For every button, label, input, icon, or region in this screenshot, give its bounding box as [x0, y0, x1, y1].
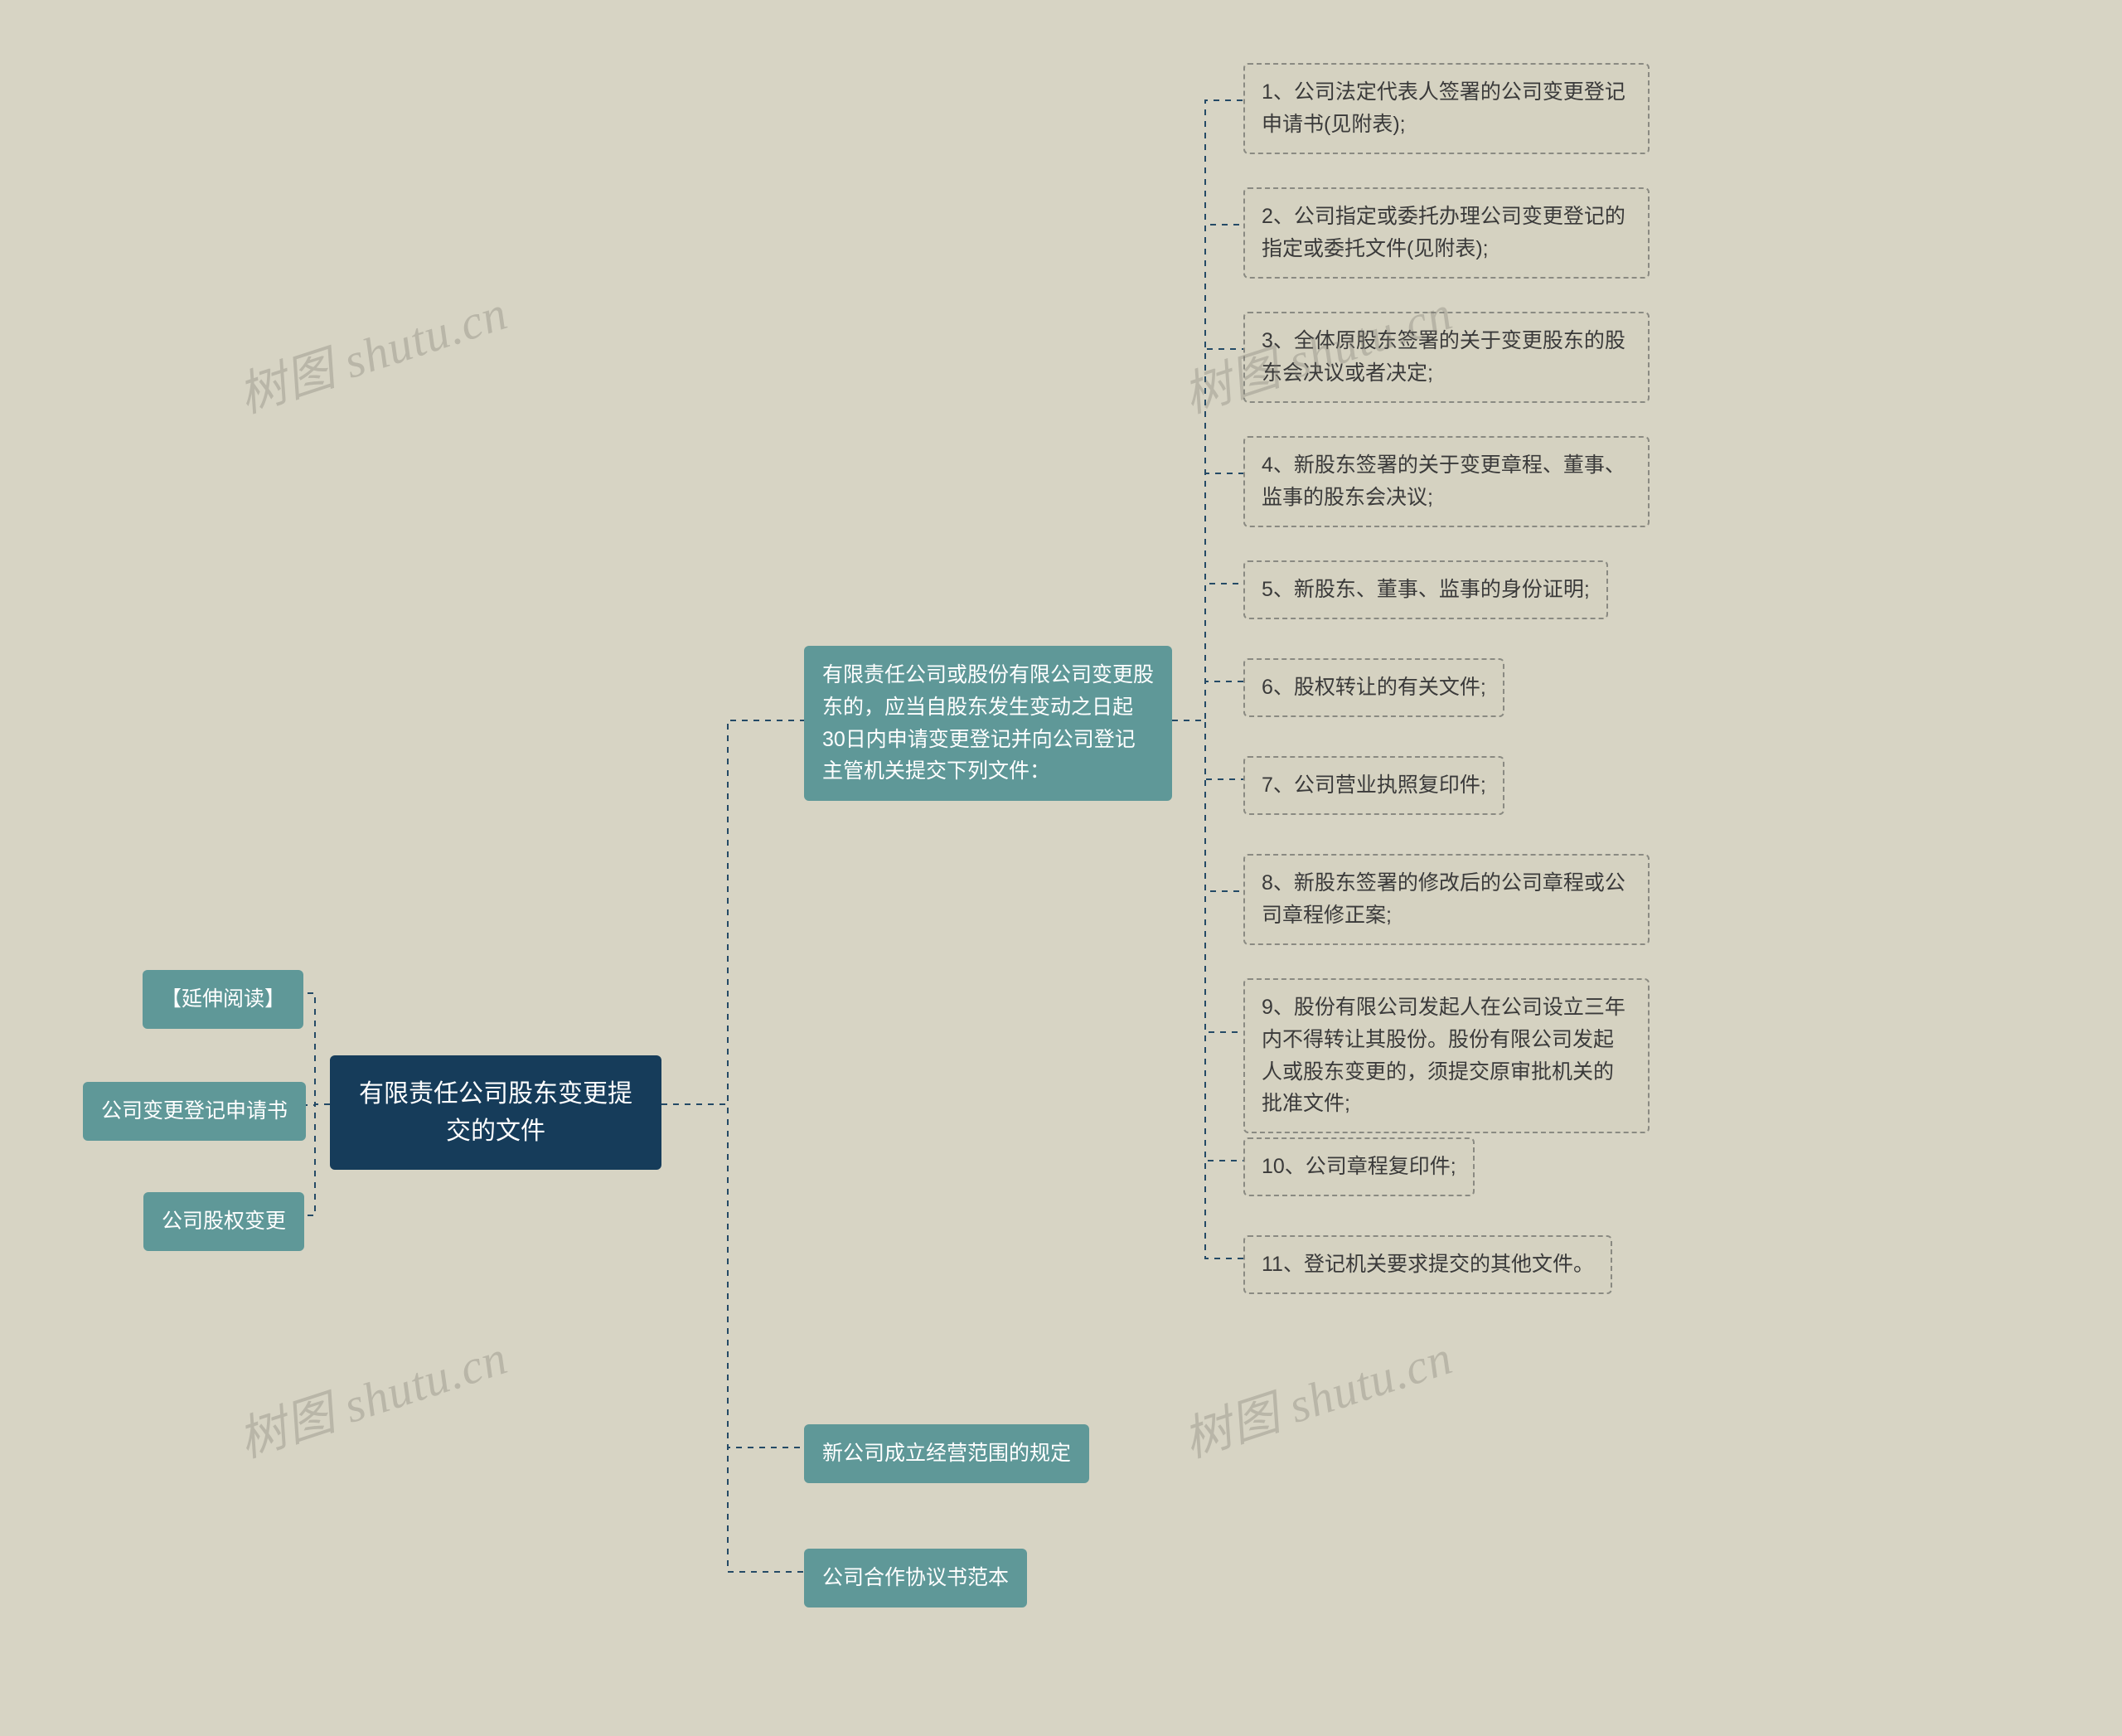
leaf-8: 9、股份有限公司发起人在公司设立三年内不得转让其股份。股份有限公司发起人或股东变…: [1243, 978, 1650, 1133]
watermark-3: 树图 shutu.cn: [1173, 1318, 1460, 1471]
right-branch-2: 公司合作协议书范本: [804, 1549, 1027, 1607]
leaf-4: 5、新股东、董事、监事的身份证明;: [1243, 560, 1608, 619]
right-branch-0-label: 有限责任公司或股份有限公司变更股东的，应当自股东发生变动之日起30日内申请变更登…: [822, 663, 1154, 783]
leaf-7-label: 8、新股东签署的修改后的公司章程或公司章程修正案;: [1262, 871, 1625, 927]
left-branch-1-label: 公司变更登记申请书: [101, 1099, 288, 1123]
leaf-1-label: 2、公司指定或委托办理公司变更登记的指定或委托文件(见附表);: [1262, 205, 1625, 260]
leaf-3: 4、新股东签署的关于变更章程、董事、监事的股东会决议;: [1243, 436, 1650, 527]
leaf-5-label: 6、股权转让的有关文件;: [1262, 676, 1486, 699]
watermark-2: 树图 shutu.cn: [228, 1318, 515, 1471]
left-branch-0-label: 【延伸阅读】: [161, 987, 285, 1011]
leaf-9: 10、公司章程复印件;: [1243, 1137, 1475, 1196]
leaf-0: 1、公司法定代表人签署的公司变更登记申请书(见附表);: [1243, 63, 1650, 154]
right-branch-2-label: 公司合作协议书范本: [822, 1566, 1009, 1589]
left-branch-1: 公司变更登记申请书: [83, 1082, 306, 1141]
root-node: 有限责任公司股东变更提 交的文件: [330, 1055, 661, 1170]
leaf-3-label: 4、新股东签署的关于变更章程、董事、监事的股东会决议;: [1262, 453, 1625, 509]
leaf-2: 3、全体原股东签署的关于变更股东的股东会决议或者决定;: [1243, 312, 1650, 403]
leaf-7: 8、新股东签署的修改后的公司章程或公司章程修正案;: [1243, 854, 1650, 945]
left-branch-2-label: 公司股权变更: [162, 1210, 286, 1233]
leaf-6: 7、公司营业执照复印件;: [1243, 756, 1504, 815]
right-branch-0: 有限责任公司或股份有限公司变更股东的，应当自股东发生变动之日起30日内申请变更登…: [804, 646, 1172, 801]
right-branch-1: 新公司成立经营范围的规定: [804, 1424, 1089, 1483]
leaf-1: 2、公司指定或委托办理公司变更登记的指定或委托文件(见附表);: [1243, 187, 1650, 279]
left-branch-0: 【延伸阅读】: [143, 970, 303, 1029]
leaf-6-label: 7、公司营业执照复印件;: [1262, 773, 1486, 797]
leaf-0-label: 1、公司法定代表人签署的公司变更登记申请书(见附表);: [1262, 80, 1625, 136]
left-branch-2: 公司股权变更: [143, 1192, 304, 1251]
leaf-8-label: 9、股份有限公司发起人在公司设立三年内不得转让其股份。股份有限公司发起人或股东变…: [1262, 996, 1625, 1115]
root-line2: 交的文件: [446, 1118, 545, 1145]
leaf-5: 6、股权转让的有关文件;: [1243, 658, 1504, 717]
watermark-0: 树图 shutu.cn: [228, 274, 515, 426]
leaf-10-label: 11、登记机关要求提交的其他文件。: [1262, 1253, 1594, 1276]
root-line1: 有限责任公司股东变更提: [359, 1080, 632, 1108]
leaf-2-label: 3、全体原股东签署的关于变更股东的股东会决议或者决定;: [1262, 329, 1625, 385]
right-branch-1-label: 新公司成立经营范围的规定: [822, 1442, 1071, 1465]
leaf-10: 11、登记机关要求提交的其他文件。: [1243, 1235, 1612, 1294]
leaf-4-label: 5、新股东、董事、监事的身份证明;: [1262, 578, 1590, 601]
leaf-9-label: 10、公司章程复印件;: [1262, 1155, 1456, 1178]
